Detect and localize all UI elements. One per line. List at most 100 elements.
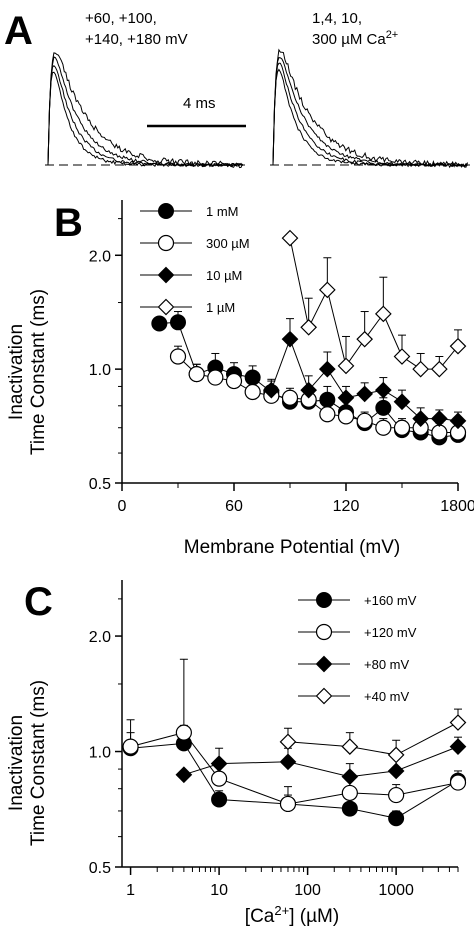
b-s3-point-2 (300, 381, 318, 399)
calcium-label-sup: 2+ (386, 29, 399, 41)
b-s2-point-9 (337, 408, 355, 425)
c-s4-line (287, 722, 459, 756)
c-s2-point-2 (210, 770, 228, 787)
traces-right (272, 48, 468, 169)
b-legend-marker-2 (157, 234, 175, 252)
b-s3-point-0 (262, 381, 280, 399)
c-xlabel-prefix: [Ca (245, 906, 275, 927)
c-s4-point-1 (341, 738, 359, 755)
voltage-label-line1: +60, +100, (85, 10, 157, 27)
b-s3-point-1 (281, 330, 299, 348)
c-s3-point-3 (341, 768, 359, 786)
b-s3-point-6 (374, 381, 392, 399)
b-s3-point-9 (430, 410, 448, 427)
left-trace-4 (47, 52, 243, 169)
b-s3-line (270, 337, 459, 422)
c-legend-marker-1 (316, 592, 332, 608)
c-legend-label-4: +40 mV (364, 689, 409, 704)
b-s2-point-11 (375, 419, 392, 436)
panel-letter-a: A (4, 9, 33, 53)
b-s2-point-10 (356, 412, 373, 429)
calcium-label-number: 300 (312, 31, 337, 48)
c-s4-point-2 (387, 746, 405, 764)
c-series-4 (279, 708, 467, 764)
b-legend-label-3: 10 µM (206, 268, 242, 283)
right-trace-4 (272, 48, 468, 169)
c-s3-point-5 (449, 738, 467, 755)
c-s1-point-5 (388, 810, 405, 827)
b-s4-point-1 (300, 318, 318, 336)
c-ytick-label-2: 2.0 (89, 629, 111, 646)
b-legend-label-4: 1 µM (206, 300, 235, 315)
b-xtick-label-1: 60 (225, 498, 243, 515)
c-xlabel-suffix: ] (µM) (289, 906, 339, 927)
panel-letter-c: C (24, 580, 53, 624)
b-legend-item-2: 300 µM (140, 234, 250, 252)
c-legend-label-1: +160 mV (364, 593, 417, 608)
c-s4-point-0 (279, 733, 297, 751)
b-s4-point-5 (374, 305, 392, 323)
b-s3-point-5 (356, 385, 374, 403)
panel-b: B Inactivation Time Constant (ms) Membra… (6, 200, 474, 558)
b-series-3 (262, 318, 467, 430)
c-legend-item-2: +120 mV (298, 623, 417, 641)
c-xtick-label-2: 100 (294, 882, 321, 899)
b-s2-point-1 (188, 366, 205, 383)
b-s4-point-9 (449, 337, 467, 355)
b-series-4 (281, 229, 467, 378)
b-ytick-label-2: 2.0 (89, 248, 111, 265)
b-ylabel-line1: Inactivation (6, 324, 27, 420)
b-legend-marker-1 (158, 203, 174, 219)
b-s4-point-8 (430, 360, 448, 378)
c-s2-point-0 (122, 738, 139, 755)
voltage-label-line2: +140, +180 mV (85, 31, 188, 48)
b-s2-point-14 (431, 424, 448, 441)
panel-letter-b: B (54, 201, 83, 245)
c-legend-marker-2 (315, 623, 333, 641)
c-s3-point-1 (210, 755, 228, 772)
left-trace-1 (47, 71, 243, 168)
b-ytick-label-0: 0.5 (89, 476, 111, 493)
b-s4-point-0 (281, 229, 299, 247)
b-s2-point-8 (319, 406, 336, 423)
c-legend-item-1: +160 mV (298, 592, 417, 608)
b-s3-point-4 (337, 389, 355, 407)
plot-c: 0.5 1.0 2.0 1 10 100 1000 +160 mV +120 mV +80 mV +… (89, 580, 467, 899)
c-legend-item-3: +80 mV (298, 655, 409, 673)
b-xtick-label-2: 120 (333, 498, 360, 515)
b-s3-point-10 (449, 412, 467, 430)
c-legend-marker-4 (315, 687, 333, 705)
b-s4-point-6 (393, 348, 411, 365)
b-s1-point-1 (170, 314, 186, 331)
c-s3-point-4 (387, 762, 405, 780)
b-s4-point-3 (337, 357, 355, 375)
b-xlabel: Membrane Potential (mV) (184, 537, 400, 558)
b-s2-line (177, 356, 458, 433)
b-s1-point-0 (151, 315, 168, 332)
b-s2-point-6 (281, 389, 299, 406)
c-ytick-label-1: 1.0 (89, 745, 111, 762)
c-s3-point-0 (175, 766, 193, 784)
c-s3-point-2 (279, 753, 297, 771)
c-ylabel-line2: Time Constant (ms) (28, 680, 49, 846)
b-legend-item-3: 10 µM (140, 266, 242, 284)
b-s2-point-3 (225, 372, 243, 390)
c-s4-point-3 (449, 714, 467, 731)
c-legend-label-2: +120 mV (364, 625, 417, 640)
right-trace-3 (272, 57, 468, 167)
b-legend-item-4: 1 µM (140, 298, 235, 316)
b-legend-label-1: 1 mM (206, 204, 239, 219)
c-ytick-label-0: 0.5 (89, 860, 111, 877)
plot-b: 0.5 1.0 2.0 0 60 120 1800 1 mM 300 µM 10 µM 1 µM (89, 200, 474, 515)
b-ytick-label-1: 1.0 (89, 362, 111, 379)
c-s2-point-5 (388, 786, 405, 804)
b-s2-point-4 (244, 383, 261, 401)
b-s4-line (289, 237, 459, 370)
c-series-2 (122, 658, 467, 813)
c-legend-item-4: +40 mV (298, 687, 409, 705)
b-xtick-label-3: 1800 (440, 498, 474, 515)
b-legend-marker-3 (157, 266, 175, 284)
c-legend-label-3: +80 mV (364, 657, 409, 672)
c-xtick-label-1: 10 (210, 882, 228, 899)
b-s3-point-3 (318, 360, 336, 378)
